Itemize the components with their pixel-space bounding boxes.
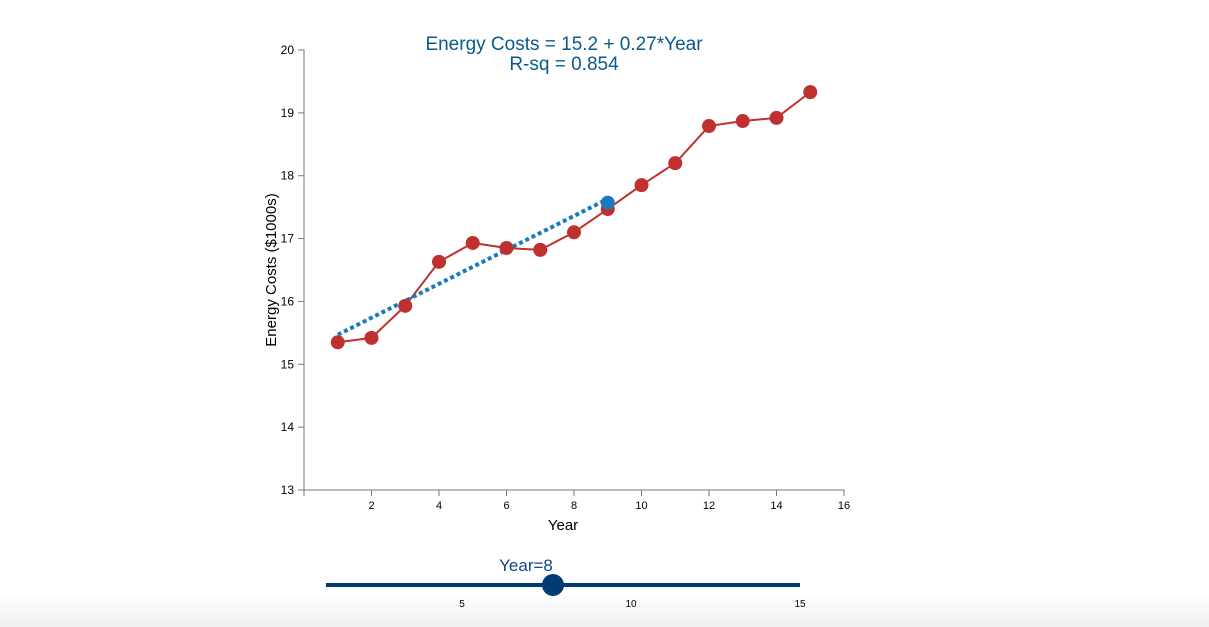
- data-point: [499, 241, 514, 255]
- x-axis-line: [298, 489, 845, 496]
- data-point: [465, 235, 480, 250]
- slider-tick-10: 10: [625, 599, 637, 610]
- data-point: [533, 242, 548, 257]
- x-tick-label: 6: [503, 500, 509, 512]
- year-slider[interactable]: Year=8 5 10 15: [326, 556, 806, 610]
- y-tick-label: 17: [281, 232, 295, 246]
- data-point: [735, 114, 750, 129]
- data-point: [668, 156, 683, 171]
- data-point: [364, 330, 379, 345]
- y-tick-label: 14: [281, 420, 295, 434]
- y-tick-label: 19: [281, 106, 295, 120]
- slider-value-label: Year=8: [499, 556, 553, 575]
- slider-tick-5: 5: [459, 599, 465, 610]
- x-tick-label: 4: [436, 500, 442, 512]
- data-point: [702, 119, 716, 134]
- x-tick-label: 16: [838, 500, 850, 512]
- y-tick-label: 18: [281, 169, 295, 183]
- y-tick-label: 15: [281, 357, 295, 371]
- data-point: [803, 85, 818, 100]
- x-axis-label: Year: [548, 517, 578, 534]
- chart-subtitle: R-sq = 0.854: [509, 54, 619, 75]
- x-tick-label: 12: [703, 500, 715, 512]
- chart-title: Energy Costs = 15.2 + 0.27*Year: [425, 34, 703, 55]
- slider-tick-15: 15: [794, 599, 806, 610]
- regression-fit-line: [336, 197, 609, 337]
- data-point: [567, 225, 581, 240]
- x-tick-label: 2: [368, 500, 374, 512]
- y-tick-label: 13: [281, 483, 295, 497]
- data-point: [330, 335, 345, 350]
- slider-handle[interactable]: [542, 574, 564, 596]
- data-point: [634, 178, 649, 193]
- y-tick-label: 20: [281, 43, 295, 57]
- data-point: [432, 254, 446, 269]
- y-tick-label: 16: [281, 294, 295, 308]
- highlight-point: [600, 195, 615, 210]
- data-point: [769, 110, 784, 125]
- x-tick-label: 8: [571, 500, 577, 512]
- x-tick-label: 14: [770, 500, 782, 512]
- y-axis-line: [298, 49, 305, 496]
- bottom-band: [0, 592, 1209, 627]
- data-point: [398, 298, 413, 313]
- y-axis-label: Energy Costs ($1000s): [263, 193, 280, 346]
- x-tick-label: 10: [635, 500, 647, 512]
